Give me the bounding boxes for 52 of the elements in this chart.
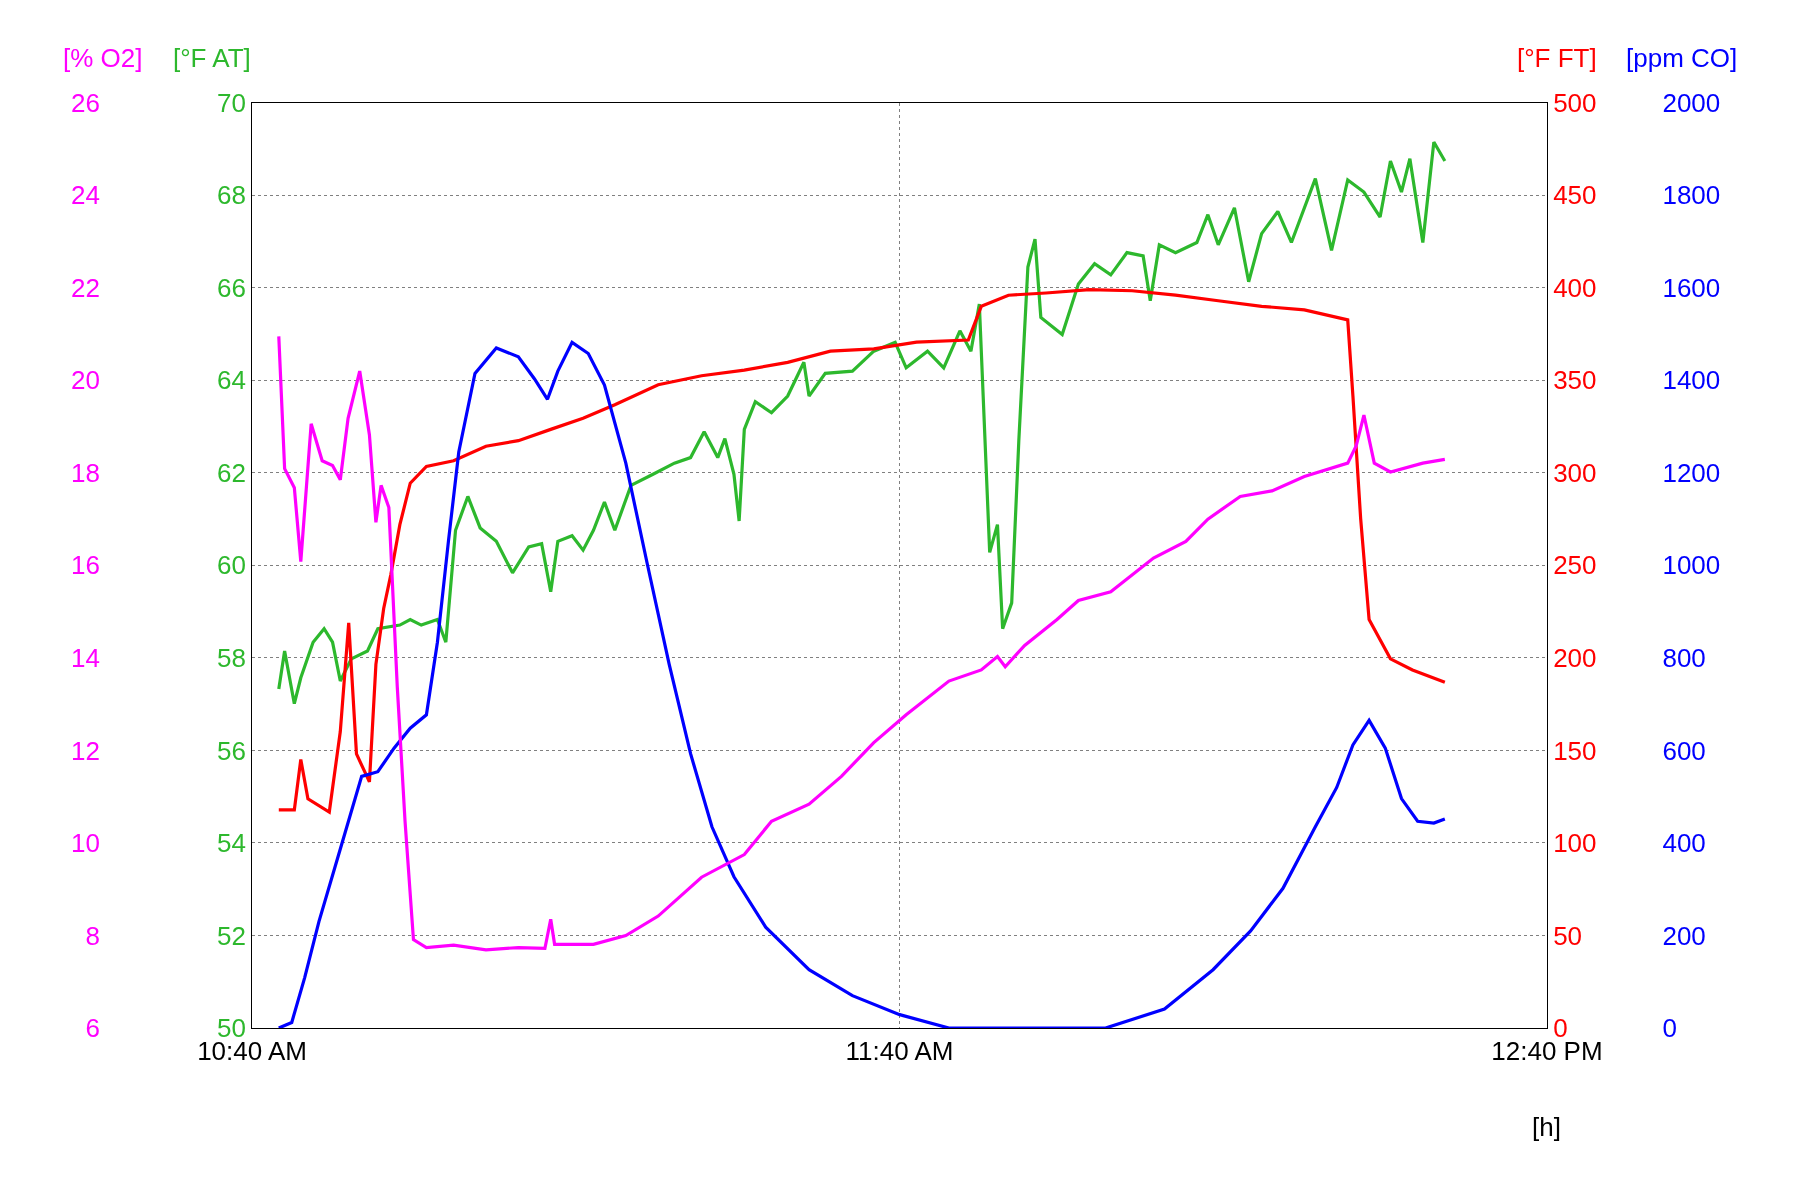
y3-tick-label: 1600 xyxy=(1662,272,1721,303)
y-tick-label: 16 xyxy=(71,550,101,581)
y2-tick-label: 100 xyxy=(1553,828,1597,859)
y2-tick-label: 300 xyxy=(1553,457,1597,488)
y-tick-label: 52 xyxy=(216,920,246,951)
y-tick-label: 24 xyxy=(71,180,101,211)
y2-tick-label: 350 xyxy=(1553,365,1597,396)
x-axis-title: [h] xyxy=(1532,1112,1561,1142)
y-tick-label: 14 xyxy=(71,643,101,674)
x-tick-label: 12:40 PM xyxy=(1491,1036,1603,1067)
y2-tick-label: 50 xyxy=(1553,920,1583,951)
y-tick-label: 10 xyxy=(71,828,101,859)
y2-tick-label: 150 xyxy=(1553,735,1597,766)
y-axis-title: [% O2] xyxy=(63,43,143,73)
y3-tick-label: 800 xyxy=(1662,643,1706,674)
y2-tick-label: 250 xyxy=(1553,550,1597,581)
y-tick-label: 60 xyxy=(216,550,246,581)
y3-tick-label: 0 xyxy=(1662,1013,1677,1044)
y3-tick-label: 200 xyxy=(1662,920,1706,951)
y2-tick-label: 450 xyxy=(1553,180,1597,211)
y-tick-label: 22 xyxy=(71,272,101,303)
y-tick-label: 62 xyxy=(216,457,246,488)
line-series xyxy=(277,288,1447,814)
y-tick-label: 54 xyxy=(216,828,246,859)
y2-tick-label: 200 xyxy=(1553,643,1597,674)
y-tick-label: 8 xyxy=(85,920,101,951)
y-tick-label: 26 xyxy=(71,87,101,118)
y3-tick-label: 1400 xyxy=(1662,365,1721,396)
y2-axis-title: [°F FT] xyxy=(1517,43,1597,73)
y-tick-label: 12 xyxy=(71,735,101,766)
y-axis-title: [°F AT] xyxy=(173,43,251,73)
y-tick-label: 58 xyxy=(216,643,246,674)
y-tick-label: 56 xyxy=(216,735,246,766)
line-series xyxy=(277,140,1447,706)
y3-tick-label: 600 xyxy=(1662,735,1706,766)
y3-axis-title: [ppm CO] xyxy=(1626,43,1738,73)
y2-tick-label: 500 xyxy=(1553,87,1597,118)
y-tick-label: 18 xyxy=(71,457,101,488)
y-tick-label: 6 xyxy=(85,1013,101,1044)
y-tick-label: 64 xyxy=(216,365,246,396)
y-tick-label: 70 xyxy=(216,87,246,118)
y3-tick-label: 2000 xyxy=(1662,87,1721,118)
x-tick-label: 10:40 AM xyxy=(197,1036,307,1067)
y-tick-label: 68 xyxy=(216,180,246,211)
x-tick-label: 11:40 AM xyxy=(845,1036,954,1067)
y3-tick-label: 400 xyxy=(1662,828,1706,859)
y3-tick-label: 1200 xyxy=(1662,457,1721,488)
y-tick-label: 20 xyxy=(71,365,101,396)
y3-tick-label: 1800 xyxy=(1662,180,1721,211)
y-tick-label: 66 xyxy=(216,272,246,303)
y2-tick-label: 400 xyxy=(1553,272,1597,303)
y3-tick-label: 1000 xyxy=(1662,550,1721,581)
